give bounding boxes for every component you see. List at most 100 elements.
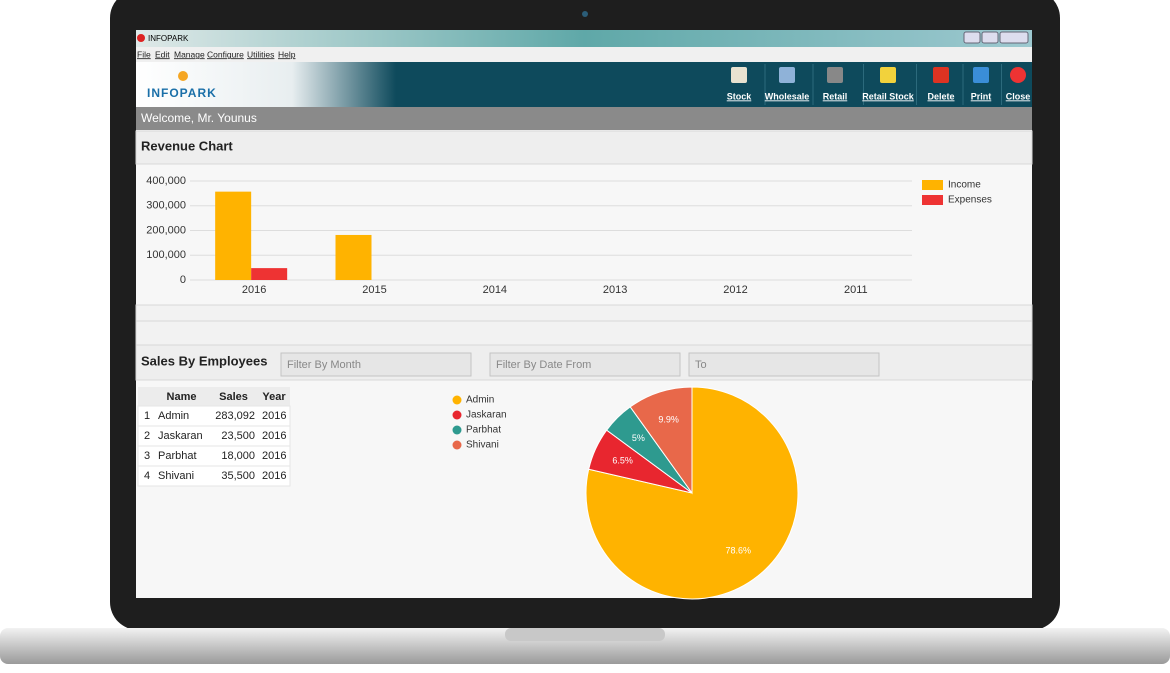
section-title: Sales By Employees: [141, 353, 267, 368]
menu-item[interactable]: Help: [278, 49, 296, 59]
y-tick-label: 200,000: [146, 224, 186, 236]
table-cell: Parbhat: [158, 450, 197, 462]
welcome: Welcome, Mr. Younus: [141, 111, 257, 125]
slice-label: 9.9%: [658, 415, 679, 425]
toolbar-button[interactable]: Close: [1006, 91, 1031, 101]
table-cell: 2: [144, 430, 150, 442]
menu-item[interactable]: Manage: [174, 49, 205, 59]
filter-placeholder: Filter By Month: [287, 359, 361, 371]
y-tick-label: 100,000: [146, 249, 186, 261]
close-button[interactable]: [999, 31, 1029, 44]
revenue-header: [135, 130, 1033, 165]
laptop-base: [0, 628, 1170, 664]
bar: [251, 268, 288, 280]
table-cell: 35,500: [221, 470, 255, 482]
table-cell: 4: [144, 470, 150, 482]
filter-input[interactable]: [280, 352, 472, 377]
legend-marker: [452, 440, 462, 450]
table-header: [138, 387, 290, 406]
table-cell: Jaskaran: [158, 430, 203, 442]
menu-bar: [136, 47, 1032, 62]
toolbar-icon: [779, 67, 795, 83]
bar: [215, 191, 252, 280]
toolbar-icon: [933, 67, 949, 83]
toolbar-icon: [880, 67, 896, 83]
menu-item[interactable]: Utilities: [247, 49, 274, 59]
legend-label: Parbhat: [466, 425, 501, 436]
table-row: [137, 465, 291, 487]
legend-label: Expenses: [948, 195, 992, 206]
table-cell: 18,000: [221, 450, 255, 462]
x-tick-label: 2016: [242, 284, 266, 296]
logo: INFOPARK: [147, 86, 217, 100]
column-header: Name: [167, 391, 197, 403]
title-bar: [136, 30, 1032, 47]
table-cell: 23,500: [221, 430, 255, 442]
table-cell: 2016: [262, 410, 286, 422]
menu-item[interactable]: File: [137, 49, 151, 59]
menu-item[interactable]: Configure: [207, 49, 244, 59]
toolbar-icon: [731, 67, 747, 83]
legend-marker: [452, 410, 462, 420]
section-title: Revenue Chart: [141, 138, 233, 153]
camera: [582, 11, 588, 17]
app-icon: [137, 34, 145, 42]
slice-label: 5%: [632, 433, 645, 443]
welcome-bar: [136, 107, 1032, 130]
toolbar-button[interactable]: Retail: [823, 91, 848, 101]
x-tick-label: 2015: [362, 284, 386, 296]
separator: [135, 320, 1033, 346]
x-tick-label: 2014: [483, 284, 507, 296]
table-cell: 1: [144, 410, 150, 422]
logo-area: [136, 62, 396, 107]
hinge-notch: [505, 628, 665, 641]
slice-label: 6.5%: [612, 456, 633, 466]
x-tick-label: 2012: [723, 284, 747, 296]
column-header: Sales: [219, 391, 248, 403]
toolbar-icon: [1010, 67, 1026, 83]
pie-slice: [629, 386, 693, 495]
toolbar-icon: [973, 67, 989, 83]
menu-item[interactable]: Edit: [155, 49, 170, 59]
table-cell: 3: [144, 450, 150, 462]
legend-label: Jaskaran: [466, 410, 507, 421]
pie-slice: [585, 386, 799, 600]
x-tick-label: 2013: [603, 284, 627, 296]
legend-label: Admin: [466, 395, 494, 406]
legend-label: Shivani: [466, 440, 499, 451]
legend-label: Income: [948, 180, 981, 191]
table-cell: Shivani: [158, 470, 194, 482]
maximize-button[interactable]: [981, 31, 999, 44]
column-header: Year: [262, 391, 286, 403]
filter-input[interactable]: [688, 352, 880, 377]
legend-marker: [452, 425, 462, 435]
window-title: INFOPARK: [148, 34, 189, 43]
toolbar-button[interactable]: Stock: [727, 91, 753, 101]
filter-placeholder: To: [695, 359, 707, 371]
y-tick-label: 300,000: [146, 200, 186, 212]
toolbar-button[interactable]: Delete: [927, 91, 954, 101]
logo-icon: [178, 71, 188, 81]
table-cell: 2016: [262, 470, 286, 482]
table-cell: 283,092: [215, 410, 255, 422]
y-tick-label: 400,000: [146, 175, 186, 187]
legend-marker: [452, 395, 462, 405]
legend-swatch: [922, 180, 943, 190]
bar: [335, 234, 372, 280]
legend-swatch: [922, 195, 943, 205]
toolbar-button[interactable]: Wholesale: [765, 91, 810, 101]
toolbar-button[interactable]: Print: [971, 91, 992, 101]
filter-placeholder: Filter By Date From: [496, 359, 591, 371]
table-cell: 2016: [262, 450, 286, 462]
separator: [135, 304, 1033, 322]
filter-input[interactable]: [489, 352, 681, 377]
minimize-button[interactable]: [963, 31, 981, 44]
slice-label: 78.6%: [725, 545, 751, 555]
toolbar-button[interactable]: Retail Stock: [862, 91, 915, 101]
table-cell: Admin: [158, 410, 189, 422]
table-cell: 2016: [262, 430, 286, 442]
toolbar-icon: [827, 67, 843, 83]
y-tick-label: 0: [180, 274, 186, 286]
